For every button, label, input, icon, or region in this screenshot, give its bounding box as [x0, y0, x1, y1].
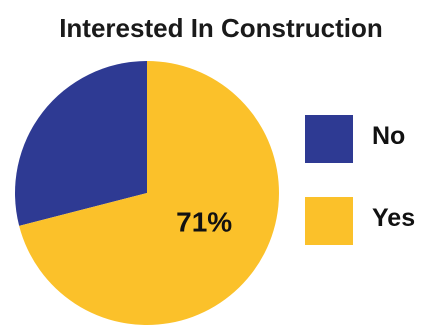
legend-label-yes: Yes — [372, 204, 415, 232]
pie-slice-no — [14, 60, 147, 226]
legend-label-no: No — [372, 122, 405, 150]
legend-swatch-no — [305, 115, 353, 163]
data-label-yes: 71% — [176, 206, 232, 237]
legend: No Yes — [305, 115, 415, 245]
chart-title: Interested In Construction — [59, 13, 383, 43]
data-labels: 71% — [176, 206, 232, 237]
legend-swatch-yes — [305, 197, 353, 245]
pie-slice-yes — [19, 61, 279, 326]
pie-slices — [14, 60, 279, 326]
